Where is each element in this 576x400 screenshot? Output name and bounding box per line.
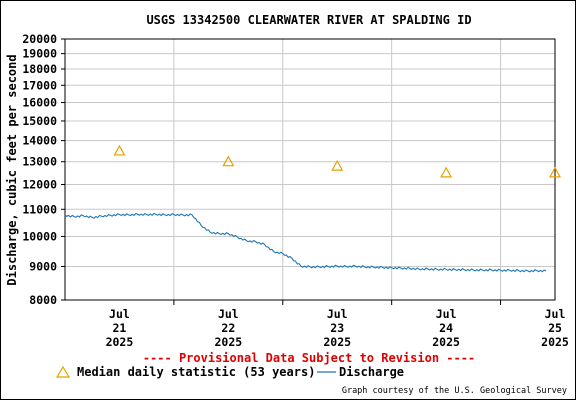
- y-tick-label: 10000: [22, 229, 57, 243]
- x-tick-month: Jul: [109, 307, 130, 321]
- y-tick-label: 12000: [22, 178, 57, 192]
- legend-median-icon: [55, 365, 71, 378]
- grid-lines: [65, 38, 555, 305]
- y-tick-label: 16000: [22, 96, 57, 110]
- discharge-line: [64, 212, 547, 273]
- median-point: [440, 166, 453, 178]
- y-tick-label: 15000: [22, 114, 57, 128]
- x-tick-day: 24: [439, 321, 453, 335]
- y-tick-label: 18000: [22, 62, 57, 76]
- y-tick-label: 13000: [22, 155, 57, 169]
- x-tick-day: 25: [548, 321, 562, 335]
- median-point: [222, 155, 235, 167]
- data-series: [64, 144, 562, 273]
- provisional-notice: ---- Provisional Data Subject to Revisio…: [143, 351, 475, 365]
- x-tick-year: 2025: [106, 335, 134, 349]
- legend-discharge-label: Discharge: [339, 365, 404, 379]
- median-point: [331, 159, 344, 171]
- x-tick-month: Jul: [545, 307, 566, 321]
- x-axis-ticks: Jul212025Jul222025Jul232025Jul242025Jul2…: [106, 307, 569, 349]
- y-tick-label: 20000: [22, 32, 57, 46]
- median-point: [113, 144, 126, 156]
- x-tick-year: 2025: [214, 335, 242, 349]
- x-tick-day: 22: [221, 321, 235, 335]
- y-tick-label: 14000: [22, 134, 57, 148]
- y-tick-label: 8000: [29, 293, 57, 307]
- x-tick-year: 2025: [432, 335, 460, 349]
- legend: Median daily statistic (53 years) Discha…: [55, 365, 404, 379]
- y-tick-label: 11000: [22, 202, 57, 216]
- chart-title: USGS 13342500 CLEARWATER RIVER AT SPALDI…: [146, 13, 471, 27]
- x-tick-month: Jul: [327, 307, 348, 321]
- x-tick-day: 23: [330, 321, 344, 335]
- x-tick-year: 2025: [541, 335, 569, 349]
- credit-text: Graph courtesy of the U.S. Geological Su…: [342, 386, 567, 396]
- y-tick-label: 9000: [29, 259, 57, 273]
- y-axis-label: Discharge, cubic feet per second: [5, 54, 19, 285]
- y-tick-label: 17000: [22, 78, 57, 92]
- x-tick-month: Jul: [436, 307, 457, 321]
- x-tick-month: Jul: [218, 307, 239, 321]
- plot-area-border: [64, 38, 556, 301]
- x-tick-day: 21: [113, 321, 127, 335]
- x-tick-year: 2025: [323, 335, 351, 349]
- median-point: [548, 166, 562, 178]
- legend-median-label: Median daily statistic (53 years): [77, 365, 315, 379]
- y-tick-label: 19000: [22, 47, 57, 61]
